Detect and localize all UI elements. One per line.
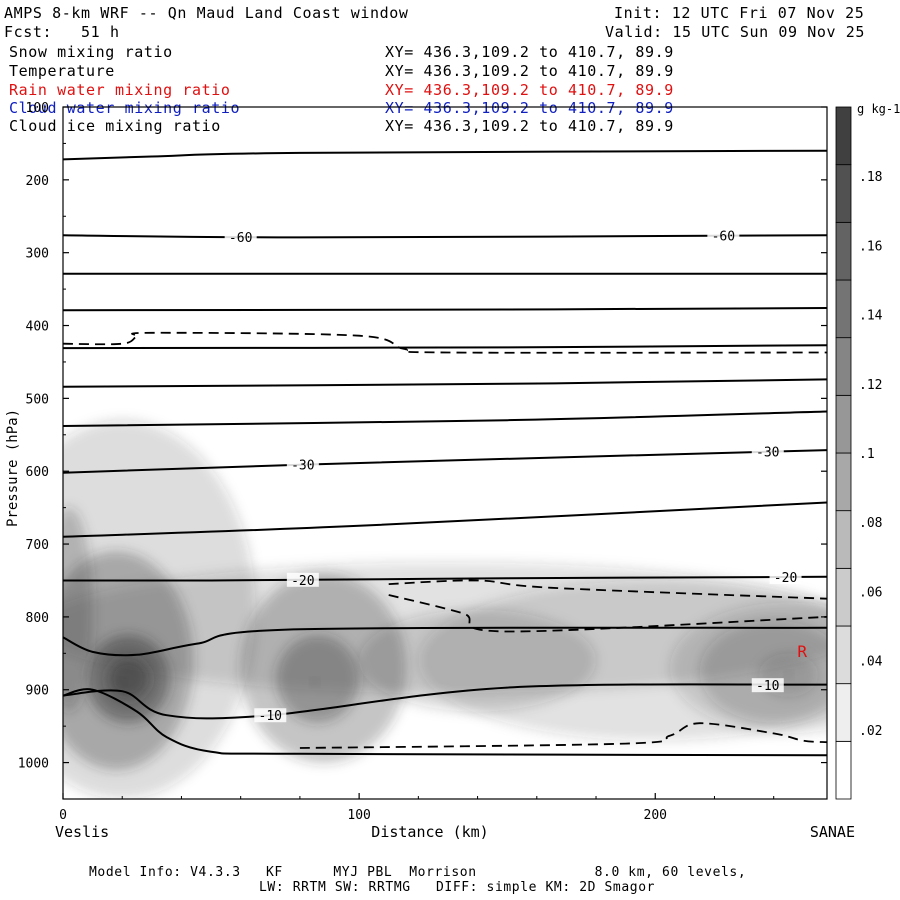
colorbar-tick-label: .14 xyxy=(859,309,883,324)
cloud-ice-contour xyxy=(388,594,827,633)
temperature-contour xyxy=(63,344,827,350)
field-xy-cloud-water: XY= 436.3,109.2 to 410.7, 89.9 xyxy=(385,99,674,117)
colorbar-segment xyxy=(835,452,852,512)
x-tick-label: 200 xyxy=(644,808,667,823)
init-time: Init: 12 UTC Fri 07 Nov 25 xyxy=(614,4,865,22)
temperature-contour xyxy=(63,688,827,757)
contour-label-bg xyxy=(286,457,319,472)
snow-shading-region xyxy=(276,635,360,723)
colorbar-tick-label: .06 xyxy=(859,585,882,600)
temperature-contour xyxy=(63,378,827,388)
temperature-contour xyxy=(63,307,827,312)
y-tick-label: 200 xyxy=(26,174,49,189)
colorbar-tick-label: .1 xyxy=(859,447,875,462)
y-tick-label: 100 xyxy=(26,101,49,116)
x-axis-label: Distance (km) xyxy=(371,823,488,841)
colorbar-tick-label: .08 xyxy=(859,516,882,531)
snow-maximum xyxy=(785,672,792,679)
colorbar-segment xyxy=(835,567,852,627)
y-tick-label: 700 xyxy=(26,538,49,553)
y-tick-label: 800 xyxy=(26,611,49,626)
colorbar-segment xyxy=(835,164,852,223)
x-tick-label: 0 xyxy=(59,808,67,823)
forecast-hour: Fcst: 51 h xyxy=(4,23,120,41)
field-xy-snow: XY= 436.3,109.2 to 410.7, 89.9 xyxy=(385,43,674,61)
colorbar-segment xyxy=(835,106,852,166)
temperature-contour-label: -60 xyxy=(229,231,252,246)
plot-frame xyxy=(62,106,828,800)
colorbar-segment xyxy=(835,510,852,569)
contour-label-bg xyxy=(254,708,287,723)
field-xy-cloud-ice: XY= 436.3,109.2 to 410.7, 89.9 xyxy=(385,117,674,135)
colorbar-segment xyxy=(835,683,852,742)
snow-shading-region xyxy=(359,609,597,712)
cloud-ice-contour xyxy=(63,331,827,354)
x-right-end-label: SANAE xyxy=(810,823,855,841)
snow-maximum xyxy=(119,679,126,686)
model-info-line1: Model Info: V4.3.3 KF MYJ PBL Morrison 8… xyxy=(89,865,747,880)
contour-label-bg xyxy=(707,228,740,243)
field-xy-rain: XY= 436.3,109.2 to 410.7, 89.9 xyxy=(385,81,674,99)
colorbar-tick-label: .18 xyxy=(859,170,882,185)
y-tick-label: 500 xyxy=(26,392,49,407)
temperature-contour-label: -60 xyxy=(712,230,735,245)
contour-label-bg xyxy=(769,570,802,585)
contour-label-bg xyxy=(224,229,257,244)
y-tick-label: 600 xyxy=(26,465,49,480)
temperature-contour xyxy=(63,149,827,161)
field-name-rain: Rain water mixing ratio xyxy=(9,81,231,99)
snow-shading-region xyxy=(63,507,93,712)
colorbar-segment xyxy=(835,625,852,685)
temperature-contour-label: -10 xyxy=(756,679,779,694)
field-name-cloud-ice: Cloud ice mixing ratio xyxy=(9,117,221,135)
y-axis-label: Pressure (hPa) xyxy=(5,409,21,527)
temperature-contour-label: -20 xyxy=(291,574,314,589)
model-info-line2: LW: RRTM SW: RRTMG DIFF: simple KM: 2D S… xyxy=(259,880,656,895)
snow-shading-region xyxy=(107,658,149,700)
temperature-contour xyxy=(63,449,827,474)
cloud-ice-contour xyxy=(388,579,827,600)
colorbar-tick-label: .12 xyxy=(859,378,882,393)
temperature-contour-label: -30 xyxy=(291,459,314,474)
colorbar-segment xyxy=(835,221,852,281)
temperature-contour xyxy=(63,501,827,538)
contour-label-bg xyxy=(751,678,784,693)
y-tick-label: 900 xyxy=(26,684,49,699)
colorbar-tick-label: .04 xyxy=(859,655,883,670)
y-tick-label: 400 xyxy=(26,320,49,335)
contour-label-bg xyxy=(751,444,784,459)
colorbar-segment xyxy=(835,394,852,454)
colorbar-tick-label: .02 xyxy=(859,724,882,739)
field-name-temperature: Temperature xyxy=(9,62,115,80)
colorbar-units: g kg-1 xyxy=(857,102,900,116)
temperature-contour-label: -30 xyxy=(756,446,779,461)
x-tick-label: 100 xyxy=(347,808,370,823)
x-left-end-label: Veslis xyxy=(55,823,109,841)
temperature-contour xyxy=(63,575,827,582)
temperature-contour xyxy=(63,683,827,720)
cloud-ice-contour xyxy=(299,722,827,749)
window-title: AMPS 8-km WRF -- Qn Maud Land Coast wind… xyxy=(4,4,409,22)
y-tick-label: 1000 xyxy=(18,757,49,772)
rain-water-label: R xyxy=(797,642,807,661)
temperature-contour-label: -20 xyxy=(774,571,797,586)
colorbar-segment xyxy=(835,740,852,800)
field-name-snow: Snow mixing ratio xyxy=(9,43,173,61)
field-name-cloud-water: Cloud water mixing ratio xyxy=(9,99,241,117)
colorbar-tick-label: .16 xyxy=(859,239,882,254)
y-tick-label: 300 xyxy=(26,247,49,262)
colorbar-segment xyxy=(835,279,852,339)
snow-maximum xyxy=(311,679,318,686)
colorbar-segment xyxy=(835,337,852,396)
contour-label-bg xyxy=(286,572,319,587)
temperature-contour xyxy=(63,626,827,657)
field-xy-temperature: XY= 436.3,109.2 to 410.7, 89.9 xyxy=(385,62,674,80)
temperature-contour xyxy=(63,410,827,427)
temperature-contour-label: -10 xyxy=(259,709,282,724)
valid-time: Valid: 15 UTC Sun 09 Nov 25 xyxy=(605,23,866,41)
